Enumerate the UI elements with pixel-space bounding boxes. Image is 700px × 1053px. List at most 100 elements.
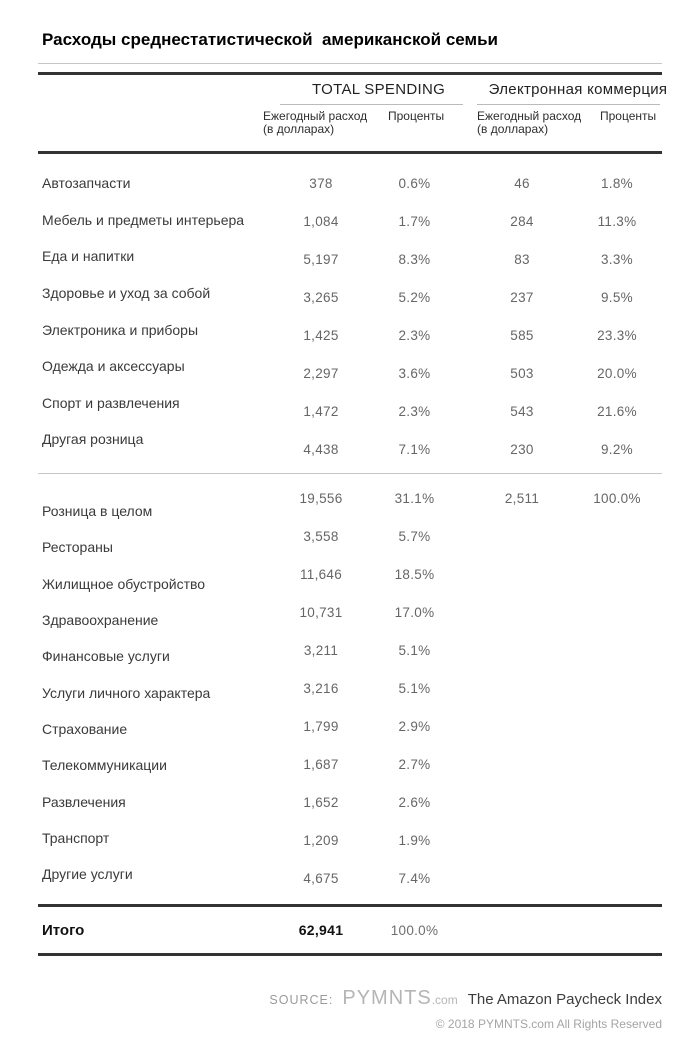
page-title: Расходы среднестатистической американско… xyxy=(42,30,498,49)
total-percent-value: 5.1% xyxy=(398,642,431,658)
row-label: Розница в целом xyxy=(42,503,153,520)
subheader-annual-line2: (в долларах) xyxy=(477,122,549,136)
table-row-values: 3,216 5.1% xyxy=(38,669,662,707)
table-row-values: 4,675 7.4% xyxy=(38,859,662,897)
row-label: Финансовые услуги xyxy=(42,648,170,665)
total-annual-spend-value: 2,297 xyxy=(303,365,339,381)
total-percent-value: 0.6% xyxy=(398,175,431,191)
source-title: The Amazon Paycheck Index xyxy=(467,991,662,1008)
subheader-annual-line1: Ежегодный расход xyxy=(263,109,368,123)
total-percent-value: 2.6% xyxy=(398,794,431,810)
footer: SOURCE: PYMNTS .com The Amazon Paycheck … xyxy=(38,987,662,1031)
table-row: Другая розница xyxy=(38,421,662,458)
table-row-values: 3,558 5.7% xyxy=(38,517,662,555)
subheader-annual-spend-total: Ежегодный расход (в долларах) xyxy=(263,110,367,136)
total-percent-value: 8.3% xyxy=(398,251,431,267)
ecommerce-annual-spend-value: 83 xyxy=(514,251,530,267)
table-row-values: 10,731 17.0% xyxy=(38,593,662,631)
table-row-values: 1,652 2.6% xyxy=(38,783,662,821)
total-percent-value: 31.1% xyxy=(394,490,435,506)
total-annual-spend-value: 3,265 xyxy=(303,289,339,305)
table-row-values: 1,472 2.3% 543 21.6% xyxy=(38,392,662,430)
ecommerce-annual-spend-value: 585 xyxy=(510,327,534,343)
table-header: TOTAL SPENDING Электронная коммерция Еже… xyxy=(38,75,667,151)
total-divider-top xyxy=(38,904,662,907)
table-row-values: 3,265 5.2% 237 9.5% xyxy=(38,278,662,316)
table-row: Страхование xyxy=(38,711,662,747)
pymnts-logo: PYMNTS xyxy=(342,987,432,1009)
total-annual-spend-value: 1,425 xyxy=(303,327,339,343)
row-label: Еда и напитки xyxy=(42,248,135,265)
total-annual-spend-value: 1,472 xyxy=(303,403,339,419)
row-label: Одежда и аксессуары xyxy=(42,358,185,375)
row-label: Транспорт xyxy=(42,829,110,846)
table-row: Услуги личного характера xyxy=(38,674,662,710)
total-percent-value: 3.6% xyxy=(398,365,431,381)
row-label: Электроника и приборы xyxy=(42,321,199,338)
total-divider-bottom xyxy=(38,953,662,956)
row-label: Автозапчасти xyxy=(42,175,131,192)
subheader-annual-line2: (в долларах) xyxy=(263,122,335,136)
total-annual-spend-value: 4,675 xyxy=(303,870,339,886)
table-row-values: 3,211 5.1% xyxy=(38,631,662,669)
row-label: Здоровье и уход за собой xyxy=(42,285,211,302)
total-percent-value: 1.7% xyxy=(398,213,431,229)
table-row: Розница в целом xyxy=(38,493,662,529)
row-label: Развлечения xyxy=(42,793,126,810)
table-row: Спорт и развлечения xyxy=(38,385,662,422)
total-annual-spend-value: 1,687 xyxy=(303,756,339,772)
total-row: Итого 62,941 100.0% xyxy=(38,907,662,953)
ecommerce-annual-spend-value: 284 xyxy=(510,213,534,229)
table-row-values: 11,646 18.5% xyxy=(38,555,662,593)
table-row: Здоровье и уход за собой xyxy=(38,275,662,312)
table-section-services: Розница в целом Рестораны Жилищное обуст… xyxy=(38,474,662,904)
table-row: Финансовые услуги xyxy=(38,638,662,674)
table-row-values: 378 0.6% 46 1.8% xyxy=(38,164,662,202)
row-label: Другая розница xyxy=(42,431,144,448)
ecommerce-percent-value: 3.3% xyxy=(601,251,633,267)
ecommerce-percent-value: 23.3% xyxy=(597,327,637,343)
total-percent-grand: 100.0% xyxy=(390,922,439,938)
ecommerce-annual-spend-value: 543 xyxy=(510,403,534,419)
total-annual-spend-value: 1,209 xyxy=(303,832,339,848)
table-row: Электроника и приборы xyxy=(38,311,662,348)
services-value-columns: 19,556 31.1% 2,511 100.0% 3,558 5.7% 11,… xyxy=(38,479,662,897)
ecommerce-annual-spend-value: 46 xyxy=(514,175,530,191)
row-label: Другие услуги xyxy=(42,866,133,883)
total-annual-spend-value: 5,197 xyxy=(303,251,339,267)
ecommerce-percent-value: 11.3% xyxy=(597,213,637,229)
total-percent-value: 2.3% xyxy=(398,403,431,419)
ecommerce-percent-value: 100.0% xyxy=(593,490,641,506)
total-annual-spend-value: 1,084 xyxy=(303,213,339,229)
subheader-annual-spend-ecommerce: Ежегодный расход (в долларах) xyxy=(477,110,581,136)
total-annual-spend-value: 10,731 xyxy=(299,604,343,620)
source-label: SOURCE: xyxy=(269,993,334,1007)
ecommerce-percent-value: 9.2% xyxy=(601,441,633,457)
table-row-values: 1,687 2.7% xyxy=(38,745,662,783)
table-row: Еда и напитки xyxy=(38,238,662,275)
ecommerce-annual-spend-value: 2,511 xyxy=(504,490,540,506)
total-annual-spend-value: 3,216 xyxy=(303,680,339,696)
table-row-values: 1,799 2.9% xyxy=(38,707,662,745)
total-annual-spend-value: 19,556 xyxy=(299,490,343,506)
ecommerce-percent-value: 9.5% xyxy=(601,289,633,305)
ecommerce-annual-spend-value: 503 xyxy=(510,365,534,381)
total-annual-spend-value: 1,799 xyxy=(303,718,339,734)
total-percent-value: 17.0% xyxy=(394,604,435,620)
total-annual-spend-value: 3,558 xyxy=(303,528,339,544)
table-section-retail: Автозапчасти Мебель и предметы интерьера… xyxy=(38,154,662,473)
column-group-total-spending: TOTAL SPENDING xyxy=(311,81,446,98)
table-row: Развлечения xyxy=(38,783,662,819)
total-percent-value: 5.7% xyxy=(398,528,431,544)
retail-value-columns: 378 0.6% 46 1.8% 1,084 1.7% 284 11.3% 5,… xyxy=(38,164,662,468)
row-label: Услуги личного характера xyxy=(42,684,211,701)
total-percent-value: 7.1% xyxy=(398,441,431,457)
services-label-column: Розница в целом Рестораны Жилищное обуст… xyxy=(38,493,662,892)
total-percent-value: 1.9% xyxy=(398,832,431,848)
total-annual-spend-value: 378 xyxy=(309,175,333,191)
total-label: Итого xyxy=(42,921,85,939)
total-annual-spend-value: 1,652 xyxy=(303,794,339,810)
table-row: Другие услуги xyxy=(38,856,662,892)
total-percent-value: 5.1% xyxy=(398,680,431,696)
